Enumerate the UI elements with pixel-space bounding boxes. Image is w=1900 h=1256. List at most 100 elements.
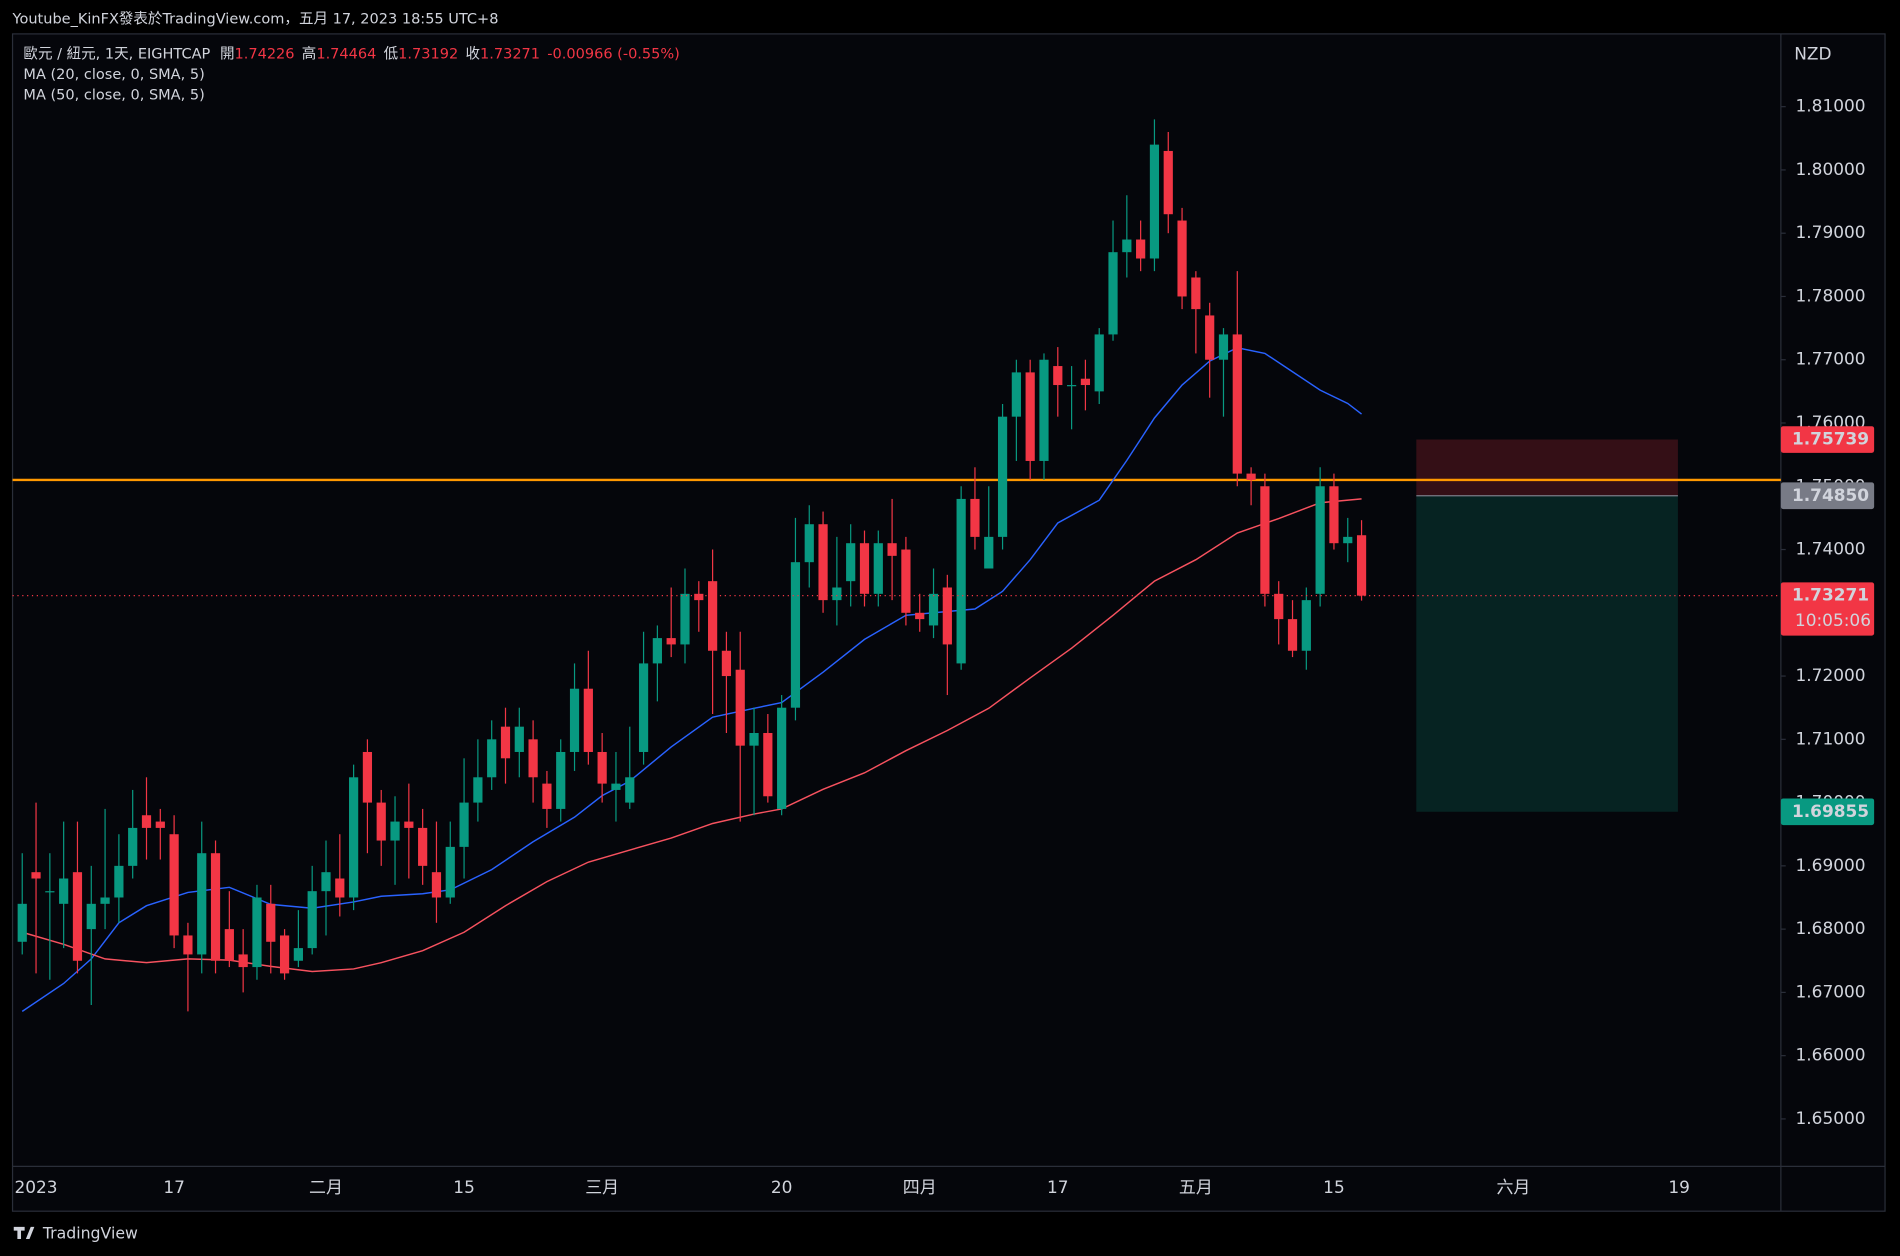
candle-body — [1260, 486, 1270, 594]
entry-label-box — [1780, 482, 1875, 510]
candle-body — [169, 834, 179, 936]
candle-body — [625, 777, 635, 803]
target-label-box — [1780, 798, 1875, 826]
candle-body — [210, 853, 221, 961]
candle-body — [1329, 486, 1339, 544]
ma-line — [22, 498, 1362, 973]
candle-body — [1108, 252, 1118, 335]
y-tick-label: 1.81000 — [1796, 96, 1866, 116]
close-value: 1.73271 — [480, 47, 540, 63]
y-tick-label: 1.71000 — [1796, 728, 1866, 748]
candle-body — [832, 587, 842, 601]
candle-body — [362, 751, 373, 803]
logo-mark — [13, 1226, 35, 1240]
candle-body — [487, 739, 497, 778]
change: -0.00966 (-0.55%) — [547, 47, 680, 63]
currency: NZD — [1794, 44, 1831, 64]
candle-body — [597, 751, 607, 784]
open-label: 開 — [220, 47, 235, 63]
candle-body — [514, 726, 524, 752]
candle-body — [1205, 315, 1215, 360]
x-tick-label: 17 — [1047, 1177, 1069, 1197]
y-tick-label: 1.65000 — [1796, 1108, 1866, 1128]
candle-body — [473, 777, 483, 803]
y-tick-label: 1.69000 — [1796, 855, 1866, 875]
candle-body — [763, 733, 773, 797]
candle-body — [390, 821, 400, 841]
candle-body — [528, 739, 538, 778]
candle-body — [928, 593, 939, 626]
candle-body — [1246, 473, 1256, 480]
y-tick-label: 1.67000 — [1796, 981, 1866, 1001]
x-tick-label: 17 — [163, 1177, 185, 1197]
candle-body — [128, 827, 138, 866]
x-tick-label: 六月 — [1497, 1177, 1531, 1197]
candle-body — [777, 707, 787, 809]
candle-body — [1274, 593, 1284, 620]
candle-body — [804, 524, 814, 563]
x-tick-label: 2023 — [14, 1177, 57, 1197]
stop-label-box — [1780, 426, 1875, 453]
candle-body — [418, 827, 428, 866]
candle-body — [749, 733, 759, 746]
candle-body — [1080, 378, 1091, 386]
candle-body — [1025, 372, 1035, 461]
candle-body — [376, 802, 386, 841]
symbol: 歐元 / 紐元, 1天, EIGHTCAP — [23, 46, 210, 63]
legend-main: 歐元 / 紐元, 1天, EIGHTCAP 開1.74226 高1.74464 低1.… — [23, 46, 679, 63]
candle-body — [1039, 359, 1049, 461]
candle-body — [790, 562, 801, 708]
candle-body — [72, 872, 83, 961]
high-label: 高 — [302, 46, 317, 63]
candle-body — [818, 524, 828, 601]
y-tick-label: 1.72000 — [1796, 665, 1866, 685]
candle-body — [638, 663, 649, 752]
candle-body — [901, 549, 911, 613]
candle-body — [997, 416, 1008, 537]
candle-body — [335, 878, 345, 898]
candle-body — [266, 903, 276, 942]
candle-body — [956, 498, 966, 664]
candle-body — [942, 587, 952, 645]
x-tick-label: 二月 — [309, 1177, 343, 1197]
x-tick-label: 15 — [453, 1177, 475, 1197]
x-tick-label: 三月 — [585, 1177, 619, 1197]
stop-label: 1.75739 — [1792, 429, 1869, 449]
candle-body — [652, 638, 662, 664]
candle-body — [1232, 334, 1242, 474]
candle-body — [431, 872, 442, 898]
candle-body — [611, 783, 621, 790]
candle-body — [445, 846, 455, 898]
candle-body — [500, 726, 511, 759]
candle-body — [915, 612, 925, 620]
legend-ma50: MA (50, close, 0, SMA, 5) — [23, 88, 204, 104]
candle-body — [887, 543, 897, 556]
candle-body — [1287, 619, 1298, 651]
candle-body — [17, 903, 27, 942]
candle-body — [708, 581, 718, 651]
candle-body — [59, 878, 69, 904]
candle-body — [569, 688, 580, 752]
candle-body — [680, 593, 690, 645]
low-value: 1.73192 — [398, 47, 458, 63]
candle-body — [349, 777, 359, 898]
y-tick-label: 1.68000 — [1796, 918, 1866, 938]
legend-ma20: MA (20, close, 0, SMA, 5) — [23, 67, 204, 83]
candle-body — [1191, 277, 1201, 310]
candle-body — [583, 688, 593, 752]
candle-body — [721, 650, 732, 677]
candle-body — [100, 897, 110, 904]
open-value: 1.74226 — [235, 47, 295, 63]
candle-body — [459, 802, 469, 847]
candle-body — [694, 593, 704, 601]
candle-body — [31, 872, 41, 879]
logo-text: TradingView — [42, 1224, 138, 1243]
candle-body — [846, 543, 856, 582]
candle-body — [1011, 372, 1021, 417]
candle-body — [1315, 486, 1325, 594]
x-tick-label: 20 — [771, 1177, 793, 1197]
y-tick-label: 1.78000 — [1796, 285, 1866, 305]
candle-body — [321, 872, 331, 892]
plot: 1.650001.660001.670001.680001.690001.700… — [12, 96, 1875, 1197]
